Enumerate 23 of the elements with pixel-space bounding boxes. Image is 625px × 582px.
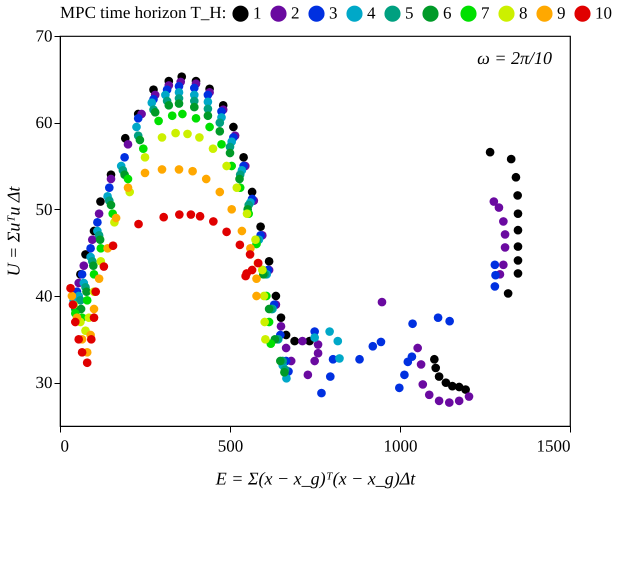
y-tick-label: 70 <box>36 26 52 46</box>
x-tick-label: 500 <box>218 436 244 456</box>
legend-label: 6 <box>443 4 452 23</box>
legend-title: MPC time horizon T_H: <box>60 3 226 22</box>
y-tick-label: 40 <box>36 286 52 306</box>
legend-label: 9 <box>557 4 566 23</box>
x-tick-label: 1000 <box>384 436 418 456</box>
x-axis-title: E = Σ(x − x_g)ᵀ(x − x_g)Δt <box>214 468 416 488</box>
x-tick-label: 0 <box>60 436 69 456</box>
legend-label: 1 <box>253 4 262 23</box>
legend-label: 10 <box>595 4 612 23</box>
legend-label: 8 <box>519 4 528 23</box>
legend-label: 3 <box>329 4 338 23</box>
legend-label: 2 <box>291 4 300 23</box>
x-tick-label: 1500 <box>536 436 570 456</box>
legend-label: 5 <box>405 4 414 23</box>
y-tick-label: 30 <box>36 373 52 392</box>
annotation: ω = 2π/10 <box>477 48 552 68</box>
y-tick-label: 50 <box>36 200 52 219</box>
legend-label: 7 <box>481 4 490 23</box>
y-tick-label: 60 <box>36 113 52 132</box>
legend-label: 4 <box>367 4 376 23</box>
y-axis-title: U = Σuᵀu Δt <box>4 186 24 276</box>
